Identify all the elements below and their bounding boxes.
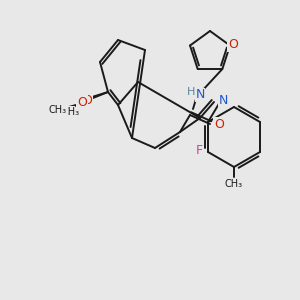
Text: CH₃: CH₃ xyxy=(225,179,243,189)
Text: CH₃: CH₃ xyxy=(62,107,80,117)
Text: O: O xyxy=(77,95,87,109)
Text: O: O xyxy=(228,38,238,51)
Text: O: O xyxy=(214,118,224,130)
Text: CH₃: CH₃ xyxy=(49,105,67,115)
Text: N: N xyxy=(195,88,205,101)
Text: F: F xyxy=(196,145,202,158)
Text: C: C xyxy=(67,107,75,117)
Text: O: O xyxy=(82,94,92,107)
Text: H: H xyxy=(187,87,195,97)
Text: N: N xyxy=(218,94,228,106)
